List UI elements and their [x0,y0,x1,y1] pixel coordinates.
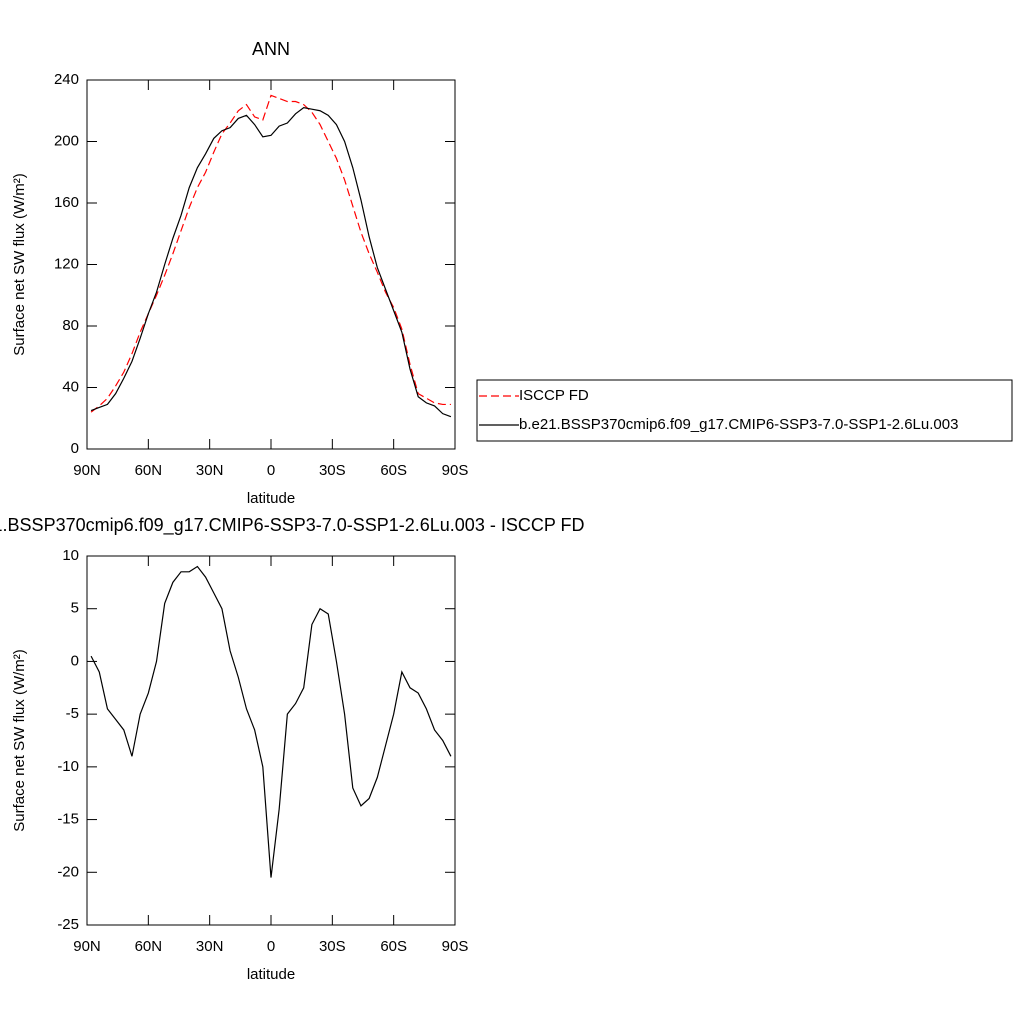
x-tick-label: 90S [442,938,469,955]
y-tick-label: 200 [54,132,79,149]
plot-frame [86,555,456,926]
y-tick-label: -5 [66,705,79,722]
y-tick-label: 240 [54,71,79,88]
y-tick-label: 120 [54,255,79,272]
y-axis-label: Surface net SW flux (W/m²) [11,649,28,832]
x-tick-label: 60S [380,462,407,479]
x-tick-label: 90N [73,462,101,479]
x-tick-label: 30N [196,938,224,955]
y-tick-label: 0 [71,652,79,669]
y-tick-label: -20 [57,863,79,880]
plot-frame [86,79,456,450]
y-tick-label: 40 [62,378,79,395]
x-tick-label: 0 [267,938,275,955]
data-line [90,107,452,418]
x-tick-label: 60N [135,938,163,955]
x-tick-label: 60S [380,938,407,955]
legend-label: b.e21.BSSP370cmip6.f09_g17.CMIP6-SSP3-7.… [519,416,958,433]
y-tick-label: 5 [71,600,79,617]
x-axis-label: latitude [247,966,295,983]
x-tick-label: 90N [73,938,101,955]
x-tick-label: 0 [267,462,275,479]
y-tick-label: 80 [62,317,79,334]
y-tick-label: 160 [54,194,79,211]
x-tick-label: 60N [135,462,163,479]
legend-box [476,379,1013,442]
x-axis-label: latitude [247,490,295,507]
x-tick-label: 30S [319,462,346,479]
y-tick-label: 0 [71,440,79,457]
legend-label: ISCCP FD [519,387,589,404]
data-line [90,565,452,878]
chart-title: ANN [252,39,290,59]
data-line [90,94,451,413]
y-tick-label: -15 [57,811,79,828]
y-tick-label: -10 [57,758,79,775]
chart-title: b.e21.BSSP370cmip6.f09_g17.CMIP6-SSP3-7.… [0,515,585,536]
x-tick-label: 30S [319,938,346,955]
y-tick-label: 10 [62,547,79,564]
x-tick-label: 30N [196,462,224,479]
y-tick-label: -25 [57,916,79,933]
y-axis-label: Surface net SW flux (W/m²) [11,173,28,356]
x-tick-label: 90S [442,462,469,479]
